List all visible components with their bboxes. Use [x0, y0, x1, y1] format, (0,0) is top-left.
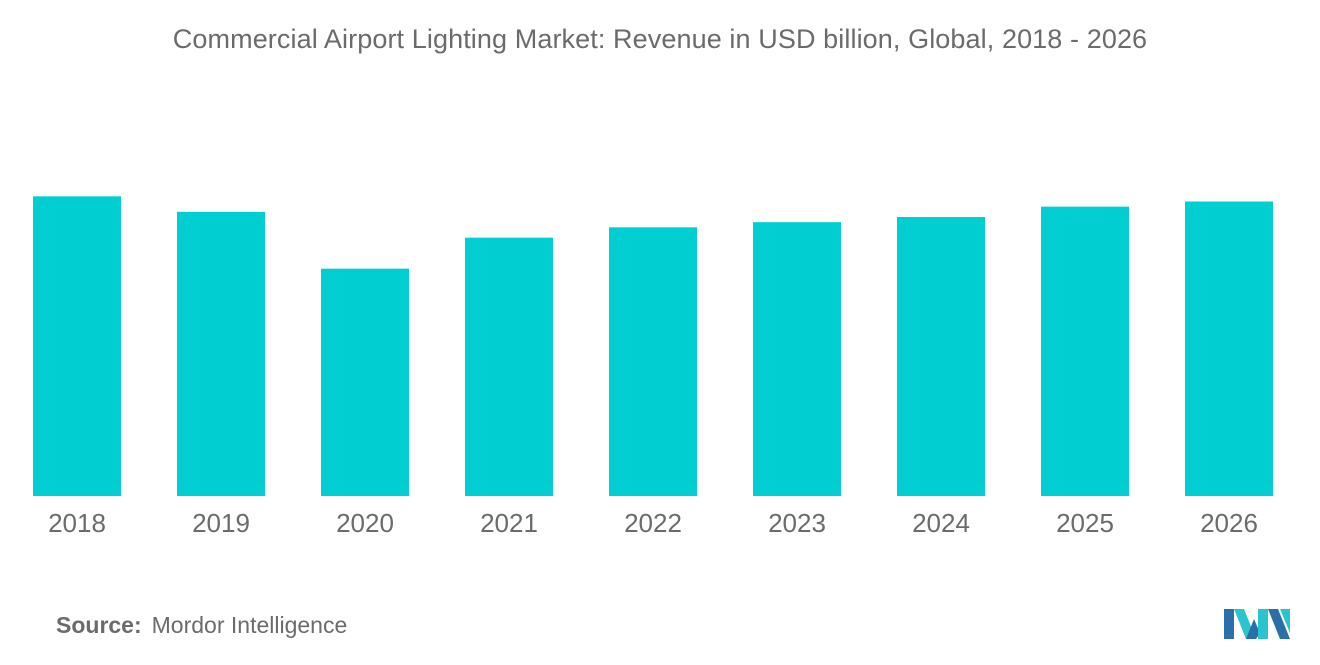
x-tick-label-2023: 2023	[768, 508, 826, 538]
x-tick-label-2020: 2020	[336, 508, 394, 538]
x-tick-label-2018: 2018	[48, 508, 106, 538]
x-tick-label-2019: 2019	[192, 508, 250, 538]
bar-2021	[465, 237, 553, 496]
bar-2024	[897, 217, 985, 496]
bar-2022	[609, 227, 697, 497]
x-tick-label-2021: 2021	[480, 508, 538, 538]
bar-2019	[177, 211, 265, 497]
mordor-intelligence-logo-icon	[1224, 609, 1290, 639]
source-note: Source: Mordor Intelligence	[56, 612, 347, 639]
chart-title: Commercial Airport Lighting Market: Reve…	[172, 24, 1148, 54]
x-tick-label-2025: 2025	[1056, 508, 1114, 538]
source-label: Source:	[56, 612, 142, 638]
x-tick-label-2022: 2022	[624, 508, 682, 538]
bar-2026	[1185, 201, 1273, 496]
x-tick-label-2024: 2024	[912, 508, 970, 538]
bar-2020	[321, 268, 409, 496]
source-value: Mordor Intelligence	[151, 612, 348, 638]
bar-2018	[33, 196, 121, 497]
bar-2025	[1041, 206, 1129, 496]
x-tick-label-2026: 2026	[1200, 508, 1258, 538]
bar-chart: 2018 2019 2020 2021 2022 2023 2024 2025 2026	[33, 196, 1273, 538]
bar-2023	[753, 222, 841, 496]
